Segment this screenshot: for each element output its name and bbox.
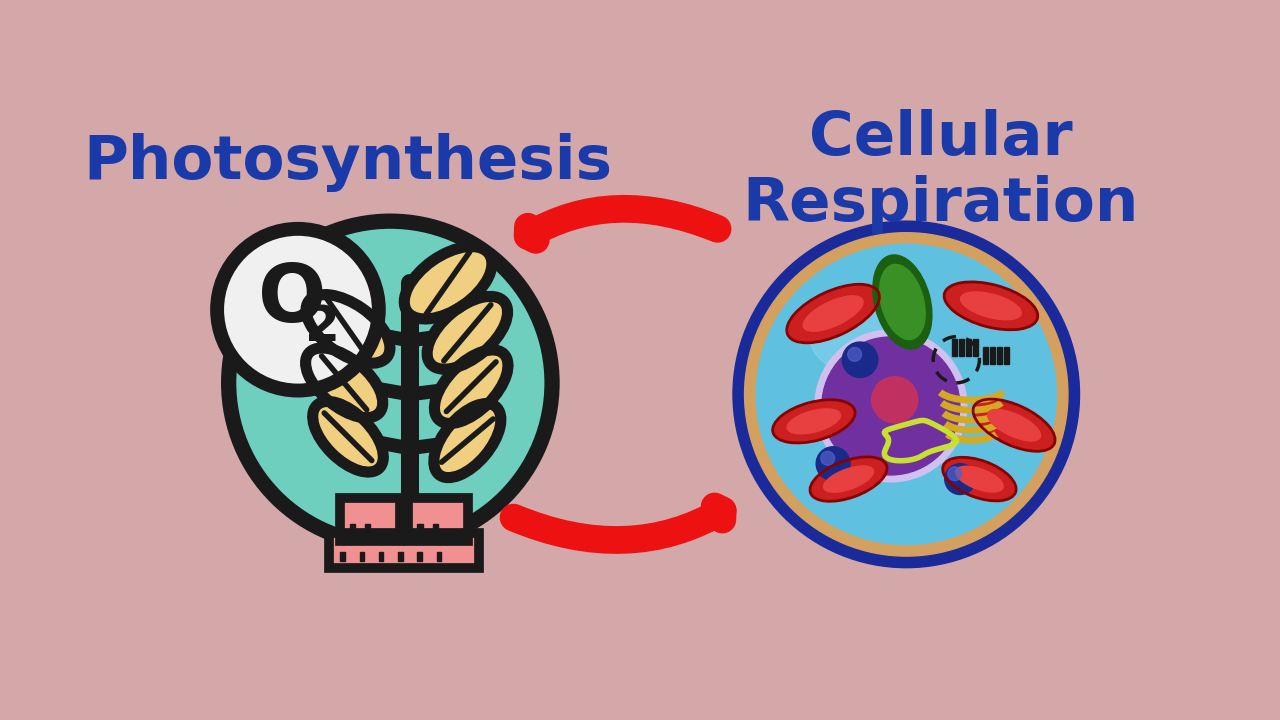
Ellipse shape <box>312 402 383 472</box>
Ellipse shape <box>404 246 492 319</box>
FancyBboxPatch shape <box>329 533 479 567</box>
Text: Cellular
Respiration: Cellular Respiration <box>742 109 1139 235</box>
FancyBboxPatch shape <box>408 498 468 541</box>
Ellipse shape <box>873 255 932 349</box>
Ellipse shape <box>879 264 925 340</box>
Ellipse shape <box>773 400 855 443</box>
FancyBboxPatch shape <box>966 339 972 356</box>
Ellipse shape <box>428 297 508 369</box>
FancyBboxPatch shape <box>952 339 957 356</box>
FancyBboxPatch shape <box>991 346 995 364</box>
Circle shape <box>847 348 861 361</box>
FancyBboxPatch shape <box>973 339 978 356</box>
FancyBboxPatch shape <box>379 552 384 562</box>
Circle shape <box>229 221 552 544</box>
Circle shape <box>817 446 850 481</box>
Circle shape <box>842 342 878 377</box>
Ellipse shape <box>823 466 873 492</box>
FancyBboxPatch shape <box>997 346 1002 364</box>
Ellipse shape <box>810 457 887 501</box>
FancyBboxPatch shape <box>360 552 365 562</box>
Ellipse shape <box>787 284 879 343</box>
Ellipse shape <box>960 292 1021 320</box>
Text: O: O <box>259 261 326 339</box>
FancyBboxPatch shape <box>1004 346 1009 364</box>
Ellipse shape <box>956 467 1004 492</box>
FancyBboxPatch shape <box>417 552 422 562</box>
Ellipse shape <box>945 282 1038 330</box>
Circle shape <box>733 221 1079 567</box>
FancyBboxPatch shape <box>960 339 964 356</box>
Circle shape <box>945 464 975 495</box>
Circle shape <box>756 244 1056 544</box>
Ellipse shape <box>787 409 841 434</box>
Circle shape <box>820 451 835 465</box>
FancyBboxPatch shape <box>340 498 401 541</box>
FancyBboxPatch shape <box>340 552 344 562</box>
Circle shape <box>872 377 918 423</box>
FancyBboxPatch shape <box>433 523 438 534</box>
FancyBboxPatch shape <box>398 552 403 562</box>
Ellipse shape <box>942 457 1016 501</box>
FancyBboxPatch shape <box>983 346 988 364</box>
Ellipse shape <box>306 294 390 364</box>
Circle shape <box>218 229 379 390</box>
Ellipse shape <box>803 296 863 331</box>
FancyBboxPatch shape <box>349 523 355 534</box>
Ellipse shape <box>810 298 918 375</box>
Ellipse shape <box>973 399 1055 451</box>
Text: Photosynthesis: Photosynthesis <box>83 132 613 192</box>
Circle shape <box>745 233 1068 556</box>
Ellipse shape <box>306 348 383 418</box>
Ellipse shape <box>434 350 508 423</box>
Circle shape <box>947 467 961 481</box>
Circle shape <box>818 333 964 479</box>
FancyBboxPatch shape <box>436 552 442 562</box>
FancyBboxPatch shape <box>417 523 422 534</box>
Text: 2: 2 <box>305 303 340 351</box>
FancyBboxPatch shape <box>365 523 370 534</box>
Ellipse shape <box>434 404 500 477</box>
Ellipse shape <box>988 410 1041 441</box>
